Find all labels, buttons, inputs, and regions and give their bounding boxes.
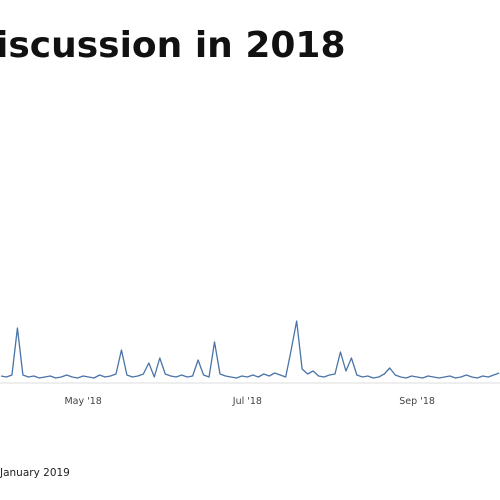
x-tick-label: Sep '18 (399, 396, 435, 407)
x-tick-label: Jul '18 (232, 396, 262, 407)
chart-title: iscussion in 2018 (0, 25, 346, 66)
x-tick-label: May '18 (64, 396, 101, 407)
footer: January 2019 (0, 467, 70, 479)
data-line (0, 320, 500, 379)
